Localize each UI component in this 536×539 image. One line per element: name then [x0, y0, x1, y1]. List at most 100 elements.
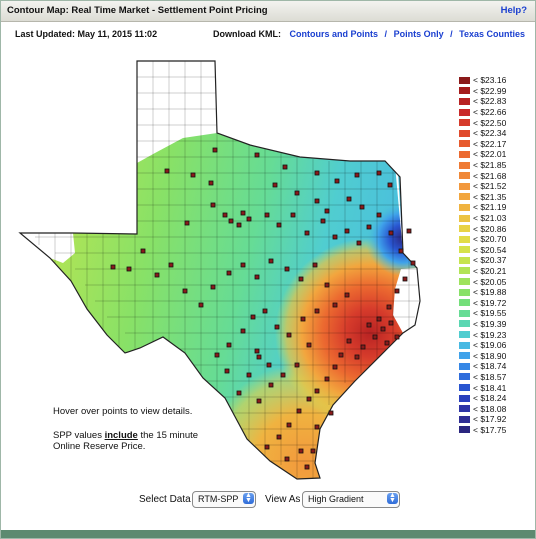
legend-swatch	[459, 214, 470, 222]
legend-label: < $21.35	[473, 191, 507, 202]
legend-label: < $19.39	[473, 318, 507, 329]
legend-item: < $17.75	[459, 425, 506, 436]
legend-swatch	[459, 331, 470, 339]
spp-note-bold: include	[104, 430, 138, 441]
legend-swatch	[459, 320, 470, 328]
help-link[interactable]: Help?	[500, 5, 527, 16]
legend-item: < $18.08	[459, 403, 506, 414]
legend-label: < $19.23	[473, 329, 507, 340]
page-title: Contour Map: Real Time Market - Settleme…	[7, 5, 268, 16]
legend-item: < $22.01	[459, 149, 506, 160]
legend-swatch	[459, 309, 470, 317]
kml-download-bar: Download KML: Contours and Points / Poin…	[213, 29, 525, 39]
texas-outline	[18, 60, 421, 480]
legend-swatch	[459, 415, 470, 423]
legend-item: < $20.86	[459, 223, 506, 234]
legend-label: < $18.74	[473, 361, 507, 372]
legend-swatch	[459, 384, 470, 392]
legend-swatch	[459, 288, 470, 296]
legend-label: < $21.52	[473, 181, 507, 192]
select-data-dropdown[interactable]: RTM-SPP ▲ ▼	[192, 491, 256, 508]
legend-item: < $18.24	[459, 393, 506, 404]
legend-swatch	[459, 97, 470, 105]
legend-swatch	[459, 352, 470, 360]
kml-texas-counties-link[interactable]: Texas Counties	[459, 29, 525, 39]
select-data-label: Select Data	[139, 494, 191, 505]
legend-item: < $23.16	[459, 75, 506, 86]
legend-label: < $18.90	[473, 350, 507, 361]
legend-swatch	[459, 267, 470, 275]
legend-swatch	[459, 299, 470, 307]
legend-item: < $21.35	[459, 192, 506, 203]
legend-swatch	[459, 225, 470, 233]
legend-label: < $19.55	[473, 308, 507, 319]
legend-swatch	[459, 140, 470, 148]
legend-item: < $21.68	[459, 170, 506, 181]
legend-label: < $19.06	[473, 340, 507, 351]
dropdown-arrows-icon: ▲ ▼	[387, 492, 398, 504]
legend-label: < $21.19	[473, 202, 507, 213]
legend-label: < $22.50	[473, 117, 507, 128]
kml-contours-points-link[interactable]: Contours and Points	[289, 29, 379, 39]
view-as-value: High Gradient	[308, 494, 364, 504]
legend-label: < $20.70	[473, 234, 507, 245]
bottom-bar	[1, 530, 535, 538]
legend-item: < $18.90	[459, 350, 506, 361]
legend-swatch	[459, 172, 470, 180]
hover-hint: Hover over points to view details.	[53, 406, 193, 417]
settlement-points[interactable]	[110, 147, 416, 470]
texas-contour-map[interactable]	[15, 53, 445, 488]
legend-item: < $22.34	[459, 128, 506, 139]
legend-label: < $22.34	[473, 128, 507, 139]
legend-swatch	[459, 362, 470, 370]
contour-layer	[20, 61, 420, 479]
legend-label: < $22.17	[473, 138, 507, 149]
spp-note: SPP values include the 15 minute Online …	[53, 430, 223, 452]
legend-item: < $20.05	[459, 276, 506, 287]
view-as-dropdown[interactable]: High Gradient ▲ ▼	[302, 491, 400, 508]
dropdown-arrows-icon: ▲ ▼	[243, 492, 254, 504]
legend-label: < $21.03	[473, 213, 507, 224]
legend-item: < $21.19	[459, 202, 506, 213]
legend-item: < $22.83	[459, 96, 506, 107]
kml-separator: /	[450, 29, 453, 39]
legend-label: < $23.16	[473, 75, 507, 86]
kml-points-only-link[interactable]: Points Only	[393, 29, 444, 39]
legend-swatch	[459, 394, 470, 402]
legend-swatch	[459, 161, 470, 169]
legend-item: < $20.54	[459, 245, 506, 256]
legend-item: < $22.99	[459, 86, 506, 97]
legend-item: < $17.92	[459, 414, 506, 425]
legend-item: < $20.70	[459, 234, 506, 245]
spp-note-pre: SPP values	[53, 430, 105, 441]
legend-label: < $18.57	[473, 371, 507, 382]
legend-label: < $21.68	[473, 170, 507, 181]
price-legend: < $23.16 < $22.99 < $22.83 < $22.66 < $22.50…	[459, 75, 506, 435]
legend-swatch	[459, 150, 470, 158]
legend-label: < $22.83	[473, 96, 507, 107]
legend-item: < $21.52	[459, 181, 506, 192]
legend-swatch	[459, 256, 470, 264]
legend-item: < $19.72	[459, 297, 506, 308]
legend-item: < $19.88	[459, 287, 506, 298]
legend-label: < $19.72	[473, 297, 507, 308]
legend-swatch	[459, 203, 470, 211]
legend-item: < $19.06	[459, 340, 506, 351]
legend-label: < $17.92	[473, 414, 507, 425]
legend-item: < $19.39	[459, 319, 506, 330]
last-updated-text: Last Updated: May 11, 2015 11:02	[15, 29, 158, 39]
legend-label: < $19.88	[473, 287, 507, 298]
legend-item: < $20.21	[459, 266, 506, 277]
legend-swatch	[459, 341, 470, 349]
kml-label: Download KML:	[213, 29, 282, 39]
legend-item: < $18.74	[459, 361, 506, 372]
legend-swatch	[459, 193, 470, 201]
legend-label: < $20.86	[473, 223, 507, 234]
legend-item: < $22.66	[459, 107, 506, 118]
legend-swatch	[459, 87, 470, 95]
legend-label: < $21.85	[473, 160, 507, 171]
legend-label: < $22.99	[473, 85, 507, 96]
legend-label: < $18.08	[473, 403, 507, 414]
legend-swatch	[459, 129, 470, 137]
